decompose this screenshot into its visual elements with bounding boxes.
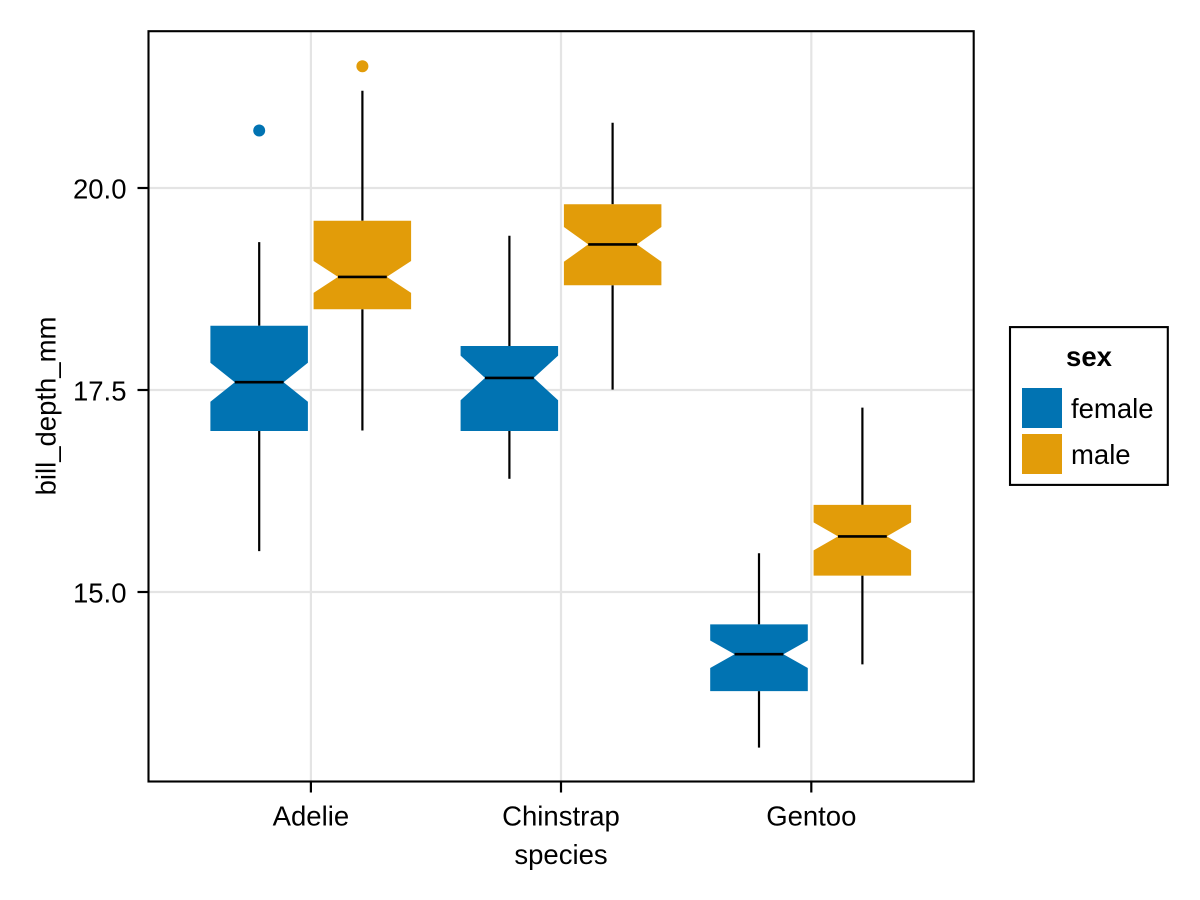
svg-text:Chinstrap: Chinstrap — [502, 800, 620, 831]
svg-text:20.0: 20.0 — [73, 173, 127, 204]
svg-text:17.5: 17.5 — [73, 375, 127, 406]
svg-text:male: male — [1071, 439, 1131, 470]
svg-text:bill_depth_mm: bill_depth_mm — [31, 317, 62, 496]
svg-text:Gentoo: Gentoo — [766, 800, 856, 831]
svg-text:species: species — [514, 839, 607, 870]
svg-text:Adelie: Adelie — [273, 800, 349, 831]
svg-text:sex: sex — [1066, 341, 1113, 372]
svg-text:15.0: 15.0 — [73, 577, 127, 608]
svg-text:female: female — [1071, 393, 1154, 424]
